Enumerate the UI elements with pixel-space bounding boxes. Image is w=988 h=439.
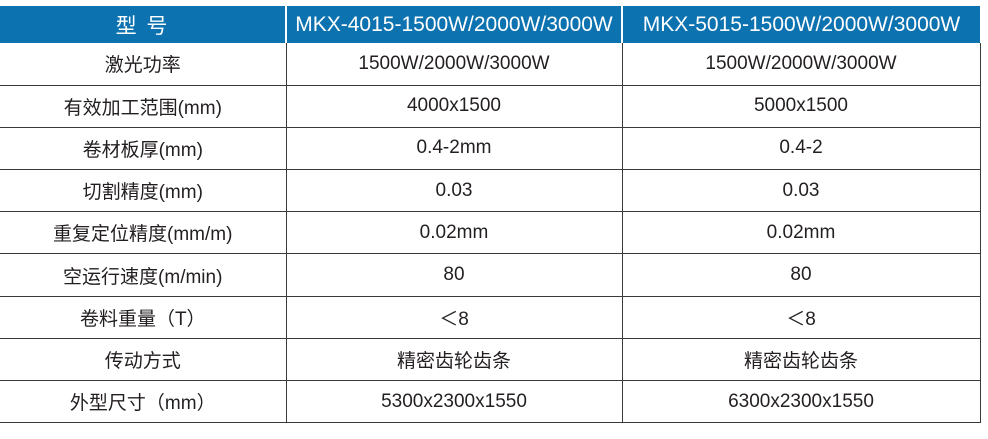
row-label: 切割精度(mm) (0, 169, 287, 213)
table-row: 空运行速度(m/min) 80 80 (0, 253, 981, 297)
table-row: 重复定位精度(mm/m) 0.02mm 0.02mm (0, 211, 981, 255)
row-label: 激光功率 (0, 43, 287, 86)
row-label: 重复定位精度(mm/m) (0, 211, 287, 255)
table-row: 卷料重量（T） ＜8 ＜8 (0, 295, 981, 339)
row-value-model-b: 0.4-2 (622, 126, 981, 171)
row-value-model-a: 精密齿轮齿条 (286, 337, 623, 382)
row-label: 空运行速度(m/min) (0, 253, 287, 297)
row-value-model-b: 0.02mm (622, 211, 981, 255)
row-value-model-b: 1500W/2000W/3000W (622, 43, 981, 86)
row-label: 卷材板厚(mm) (0, 126, 287, 171)
table-row: 切割精度(mm) 0.03 0.03 (0, 169, 981, 213)
row-value-model-a: 80 (286, 253, 623, 297)
row-value-model-b: 5000x1500 (622, 84, 981, 128)
row-value-model-a: 5300x2300x1550 (286, 379, 623, 424)
table-row: 传动方式 精密齿轮齿条 精密齿轮齿条 (0, 337, 981, 382)
row-value-model-a: ＜8 (286, 295, 623, 339)
row-value-model-a: 4000x1500 (286, 84, 623, 128)
table-body: 激光功率 1500W/2000W/3000W 1500W/2000W/3000W… (0, 43, 981, 424)
row-value-model-a: 0.03 (286, 169, 623, 213)
table-header: 型 号 MKX-4015-1500W/2000W/3000W MKX-5015-… (0, 6, 980, 43)
table-row: 外型尺寸（mm） 5300x2300x1550 6300x2300x1550 (0, 379, 981, 424)
row-value-model-a: 1500W/2000W/3000W (286, 43, 623, 86)
row-value-model-b: 80 (622, 253, 981, 297)
header-row: 型 号 MKX-4015-1500W/2000W/3000W MKX-5015-… (0, 6, 980, 43)
table-row: 卷材板厚(mm) 0.4-2mm 0.4-2 (0, 126, 981, 171)
row-value-model-a: 0.4-2mm (286, 126, 623, 171)
specification-table: 型 号 MKX-4015-1500W/2000W/3000W MKX-5015-… (0, 6, 981, 424)
row-value-model-b: ＜8 (622, 295, 981, 339)
row-value-model-a: 0.02mm (286, 211, 623, 255)
row-label: 有效加工范围(mm) (0, 84, 287, 128)
table-row: 激光功率 1500W/2000W/3000W 1500W/2000W/3000W (0, 43, 981, 86)
header-cell-model-a: MKX-4015-1500W/2000W/3000W (286, 6, 623, 43)
table-row: 有效加工范围(mm) 4000x1500 5000x1500 (0, 84, 981, 128)
row-value-model-b: 精密齿轮齿条 (622, 337, 981, 382)
row-value-model-b: 0.03 (622, 169, 981, 213)
header-cell-model-b: MKX-5015-1500W/2000W/3000W (622, 6, 980, 43)
row-value-model-b: 6300x2300x1550 (622, 379, 981, 424)
header-cell-model-label: 型 号 (0, 6, 287, 43)
row-label: 卷料重量（T） (0, 295, 287, 339)
row-label: 传动方式 (0, 337, 287, 382)
row-label: 外型尺寸（mm） (0, 379, 287, 424)
